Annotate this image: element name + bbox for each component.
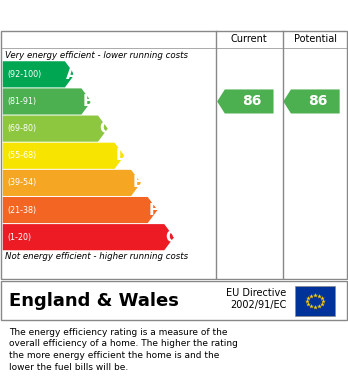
Text: Not energy efficient - higher running costs: Not energy efficient - higher running co… bbox=[5, 252, 188, 261]
Text: EU Directive
2002/91/EC: EU Directive 2002/91/EC bbox=[226, 288, 286, 310]
Text: Energy Efficiency Rating: Energy Efficiency Rating bbox=[9, 7, 219, 23]
Text: Potential: Potential bbox=[294, 34, 337, 44]
Text: 86: 86 bbox=[308, 95, 327, 108]
Text: 86: 86 bbox=[242, 95, 261, 108]
Polygon shape bbox=[3, 170, 141, 196]
Text: (92-100): (92-100) bbox=[7, 70, 41, 79]
Text: England & Wales: England & Wales bbox=[9, 292, 179, 310]
Polygon shape bbox=[3, 115, 108, 142]
Bar bbox=[295, 286, 335, 316]
Text: Current: Current bbox=[231, 34, 268, 44]
Text: G: G bbox=[165, 230, 178, 245]
Polygon shape bbox=[217, 90, 274, 113]
Text: E: E bbox=[132, 176, 143, 190]
Polygon shape bbox=[3, 88, 91, 115]
Text: (69-80): (69-80) bbox=[7, 124, 36, 133]
Text: The energy efficiency rating is a measure of the
overall efficiency of a home. T: The energy efficiency rating is a measur… bbox=[9, 328, 238, 372]
Polygon shape bbox=[3, 197, 157, 223]
Text: (55-68): (55-68) bbox=[7, 151, 36, 160]
Text: (21-38): (21-38) bbox=[7, 206, 36, 215]
Polygon shape bbox=[283, 90, 340, 113]
Text: A: A bbox=[66, 67, 78, 82]
Polygon shape bbox=[3, 224, 174, 250]
Text: (39-54): (39-54) bbox=[7, 178, 36, 187]
Text: F: F bbox=[149, 203, 159, 217]
Text: B: B bbox=[82, 94, 94, 109]
Text: Very energy efficient - lower running costs: Very energy efficient - lower running co… bbox=[5, 51, 188, 60]
Text: (1-20): (1-20) bbox=[7, 233, 31, 242]
Polygon shape bbox=[3, 61, 74, 88]
Polygon shape bbox=[3, 143, 124, 169]
Text: (81-91): (81-91) bbox=[7, 97, 36, 106]
Text: D: D bbox=[116, 148, 128, 163]
Text: C: C bbox=[99, 121, 110, 136]
